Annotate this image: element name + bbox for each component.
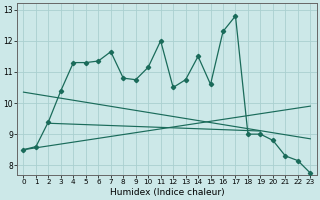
X-axis label: Humidex (Indice chaleur): Humidex (Indice chaleur) <box>109 188 224 197</box>
